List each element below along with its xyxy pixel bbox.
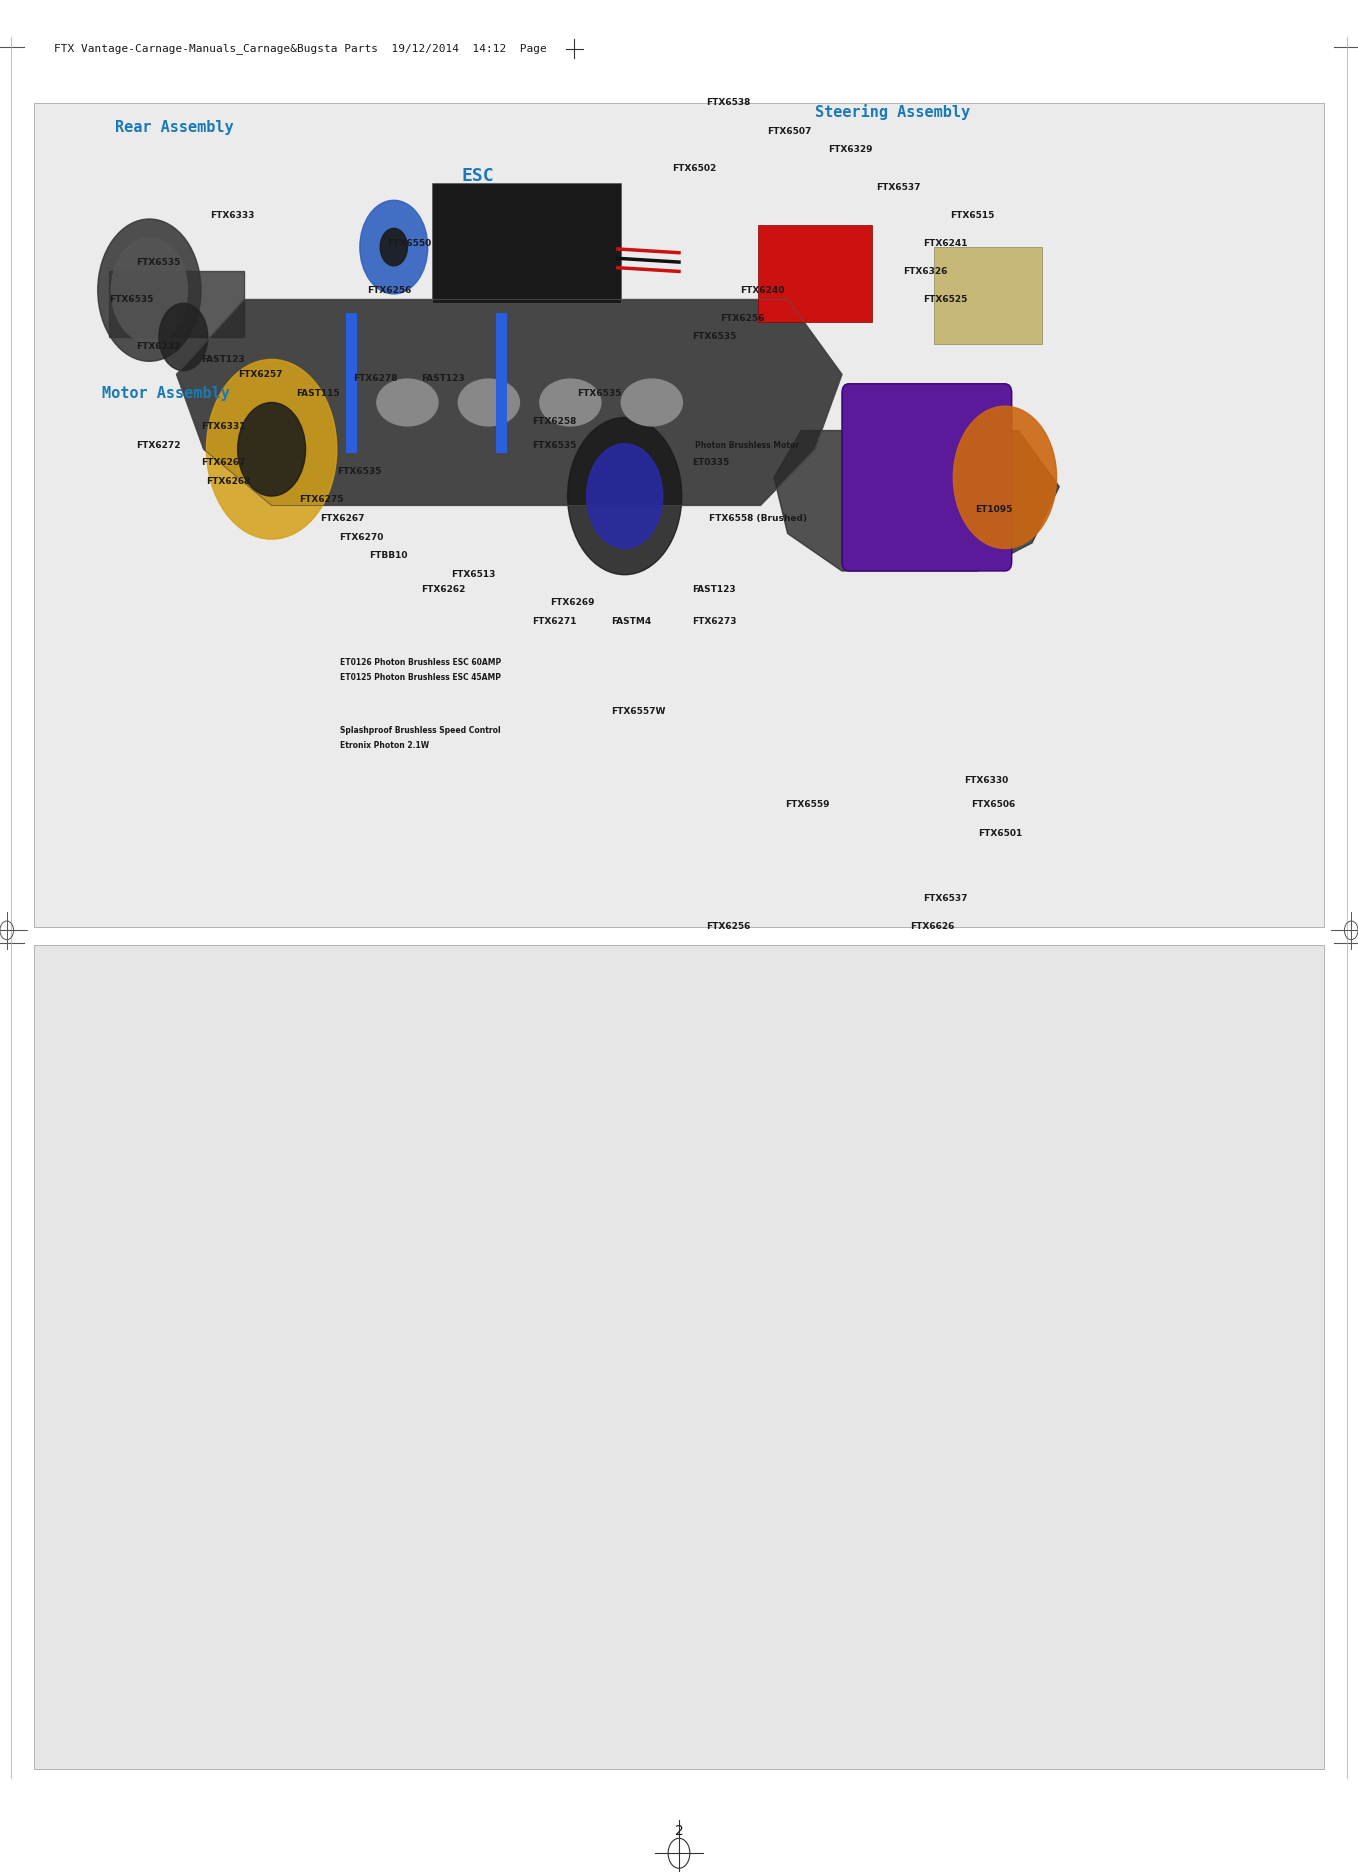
Text: FTX6272: FTX6272	[136, 442, 181, 449]
Text: 2: 2	[675, 1823, 683, 1838]
Text: FASTM4: FASTM4	[611, 618, 652, 625]
Text: FTBB10: FTBB10	[369, 552, 407, 560]
Text: FTX6257: FTX6257	[238, 371, 282, 378]
FancyBboxPatch shape	[34, 945, 1324, 1769]
Text: FTX6333: FTX6333	[210, 212, 255, 219]
FancyBboxPatch shape	[346, 313, 357, 453]
Text: FTX6330: FTX6330	[964, 777, 1009, 784]
Text: FTX6271: FTX6271	[532, 618, 577, 625]
Circle shape	[568, 417, 682, 575]
Ellipse shape	[376, 378, 437, 427]
Circle shape	[238, 402, 306, 496]
Text: FTX6270: FTX6270	[340, 534, 384, 541]
Circle shape	[159, 303, 208, 371]
Text: FTX6331: FTX6331	[201, 423, 246, 431]
Text: FTX6256: FTX6256	[367, 286, 411, 294]
Text: FTX6515: FTX6515	[951, 212, 995, 219]
Text: FTX6256: FTX6256	[706, 923, 751, 930]
Text: Steering Assembly: Steering Assembly	[815, 105, 970, 120]
FancyBboxPatch shape	[432, 183, 621, 303]
Text: FTX6506: FTX6506	[971, 801, 1016, 809]
Text: FTX6537: FTX6537	[876, 183, 921, 191]
Polygon shape	[177, 300, 842, 505]
Text: FAST115: FAST115	[296, 389, 340, 397]
Ellipse shape	[622, 378, 682, 427]
Text: FAST123: FAST123	[201, 356, 244, 363]
Text: FTX6513: FTX6513	[451, 571, 496, 578]
Text: ESC: ESC	[462, 167, 494, 185]
Circle shape	[206, 359, 337, 539]
Text: ET0125 Photon Brushless ESC 45AMP: ET0125 Photon Brushless ESC 45AMP	[340, 674, 501, 681]
Text: FTX6550: FTX6550	[387, 240, 432, 247]
Circle shape	[380, 228, 407, 266]
Circle shape	[587, 444, 663, 548]
Text: FTX6267: FTX6267	[201, 459, 246, 466]
Text: FTX6262: FTX6262	[421, 586, 466, 593]
Circle shape	[953, 406, 1057, 548]
Text: FTX6273: FTX6273	[693, 618, 737, 625]
Ellipse shape	[458, 378, 519, 427]
Circle shape	[360, 200, 428, 294]
Text: FTX6535: FTX6535	[532, 442, 577, 449]
Text: FTX6268: FTX6268	[206, 477, 251, 485]
Text: ET0126 Photon Brushless ESC 60AMP: ET0126 Photon Brushless ESC 60AMP	[340, 659, 501, 666]
Text: FAST123: FAST123	[421, 374, 464, 382]
Text: FTX6558 (Brushed): FTX6558 (Brushed)	[709, 515, 807, 522]
Text: FTX6278: FTX6278	[353, 374, 398, 382]
Text: FTX6525: FTX6525	[923, 296, 968, 303]
Text: FTX6241: FTX6241	[923, 240, 968, 247]
Text: FTX6538: FTX6538	[706, 99, 751, 107]
Text: FTX6267: FTX6267	[320, 515, 365, 522]
Text: FTX6535: FTX6535	[109, 296, 153, 303]
Text: FAST123: FAST123	[693, 586, 736, 593]
Text: FTX6535: FTX6535	[577, 389, 622, 397]
Text: FTX6535: FTX6535	[693, 333, 737, 341]
Circle shape	[111, 238, 187, 343]
Text: FTX Vantage-Carnage-Manuals_Carnage&Bugsta Parts  19/12/2014  14:12  Page: FTX Vantage-Carnage-Manuals_Carnage&Bugs…	[54, 43, 547, 54]
FancyBboxPatch shape	[842, 384, 1012, 571]
Ellipse shape	[540, 378, 600, 427]
Text: FTX6502: FTX6502	[672, 165, 717, 172]
Polygon shape	[774, 431, 1059, 571]
FancyBboxPatch shape	[496, 313, 507, 453]
Text: FTX6626: FTX6626	[910, 923, 955, 930]
Text: ET0335: ET0335	[693, 459, 729, 466]
Text: FTX6501: FTX6501	[978, 829, 1023, 837]
Text: FTX6275: FTX6275	[299, 496, 344, 504]
FancyBboxPatch shape	[934, 247, 1042, 344]
Text: FTX6232: FTX6232	[136, 343, 181, 350]
Text: Rear Assembly: Rear Assembly	[115, 120, 234, 135]
Text: Splashproof Brushless Speed Control: Splashproof Brushless Speed Control	[340, 726, 500, 734]
FancyBboxPatch shape	[34, 103, 1324, 927]
Text: Photon Brushless Motor: Photon Brushless Motor	[695, 442, 800, 449]
Circle shape	[98, 219, 201, 361]
Text: FTX6240: FTX6240	[740, 286, 785, 294]
Text: FTX6256: FTX6256	[720, 314, 765, 322]
Text: FTX6535: FTX6535	[337, 468, 382, 475]
Text: FTX6329: FTX6329	[828, 146, 873, 154]
Polygon shape	[109, 271, 244, 337]
Text: Motor Assembly: Motor Assembly	[102, 386, 230, 401]
Text: FTX6557W: FTX6557W	[611, 708, 665, 715]
Text: FTX6535: FTX6535	[543, 193, 588, 200]
Text: FTX6507: FTX6507	[767, 127, 812, 135]
FancyBboxPatch shape	[758, 225, 872, 322]
Text: FTX6559: FTX6559	[785, 801, 830, 809]
Text: FTX6269: FTX6269	[550, 599, 595, 607]
Text: FTX6258: FTX6258	[532, 417, 577, 425]
Text: FTX6326: FTX6326	[903, 268, 948, 275]
Text: FTX6537: FTX6537	[923, 895, 968, 902]
Text: FTX6535: FTX6535	[136, 258, 181, 266]
Text: ET1095: ET1095	[975, 505, 1013, 513]
Text: Etronix Photon 2.1W: Etronix Photon 2.1W	[340, 741, 429, 749]
